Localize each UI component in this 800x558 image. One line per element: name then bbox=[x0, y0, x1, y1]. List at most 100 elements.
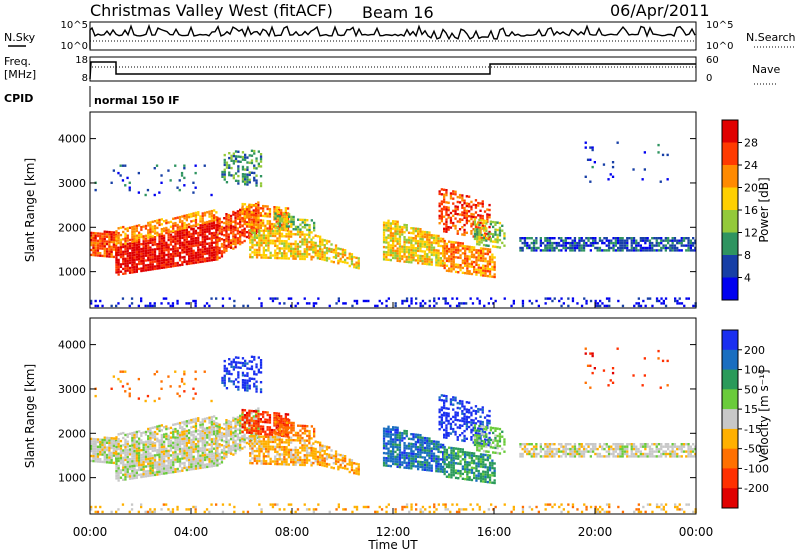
velocity-cell bbox=[186, 440, 188, 442]
power-cell bbox=[285, 235, 287, 237]
power-cell bbox=[394, 255, 396, 257]
power-cell bbox=[622, 237, 624, 239]
power-cell bbox=[216, 239, 218, 241]
power-cell bbox=[479, 300, 481, 302]
power-cell bbox=[606, 249, 608, 251]
power-cell bbox=[290, 248, 292, 250]
power-cell bbox=[158, 224, 160, 226]
power-cell bbox=[549, 297, 551, 299]
power-cell bbox=[279, 220, 281, 222]
power-cell bbox=[248, 237, 250, 239]
power-cell bbox=[390, 225, 392, 227]
power-cell bbox=[674, 244, 676, 246]
velocity-cell bbox=[319, 459, 321, 461]
power-cell bbox=[454, 213, 456, 215]
power-cell bbox=[104, 238, 106, 240]
power-cell bbox=[274, 245, 276, 247]
power-cell bbox=[592, 146, 594, 148]
power-cell bbox=[494, 238, 496, 240]
power-cell bbox=[308, 231, 310, 233]
power-cell bbox=[562, 247, 564, 249]
power-cell bbox=[152, 258, 154, 260]
power-cell bbox=[161, 259, 163, 261]
velocity-cell bbox=[133, 472, 135, 474]
power-cell bbox=[458, 302, 460, 304]
velocity-cell bbox=[206, 432, 208, 434]
power-cell bbox=[478, 257, 480, 259]
power-cell bbox=[615, 240, 617, 242]
velocity-cell bbox=[120, 440, 122, 442]
velocity-cell bbox=[154, 454, 156, 456]
power-cell bbox=[456, 297, 458, 299]
power-cell bbox=[260, 305, 262, 307]
velocity-cell bbox=[156, 438, 158, 440]
power-cell bbox=[587, 159, 589, 161]
power-cell bbox=[248, 206, 250, 208]
power-cell bbox=[426, 243, 428, 245]
power-cell bbox=[455, 249, 457, 251]
power-cell bbox=[692, 237, 694, 239]
power-cell bbox=[468, 205, 470, 207]
velocity-cell bbox=[129, 458, 131, 460]
power-cell bbox=[97, 247, 99, 249]
power-cell bbox=[122, 258, 124, 260]
power-cell bbox=[92, 249, 94, 251]
power-cell bbox=[277, 227, 279, 229]
velocity-cell bbox=[193, 443, 195, 445]
power-cell bbox=[246, 176, 248, 178]
power-cell bbox=[476, 238, 478, 240]
power-cell bbox=[455, 266, 457, 268]
velocity-cell bbox=[183, 467, 185, 469]
velocity-cell bbox=[279, 439, 281, 441]
power-cell bbox=[478, 241, 480, 243]
velocity-cell bbox=[106, 454, 108, 456]
power-cell bbox=[466, 215, 468, 217]
power-cell bbox=[544, 247, 546, 249]
nsky-tick-bottom: 10^0 bbox=[61, 41, 88, 52]
power-cell bbox=[168, 263, 170, 265]
velocity-cell bbox=[254, 460, 256, 462]
power-cell bbox=[147, 189, 149, 191]
velocity-cell bbox=[295, 456, 297, 458]
velocity-cell bbox=[122, 449, 124, 451]
power-cell bbox=[453, 244, 455, 246]
power-cell bbox=[424, 263, 426, 265]
power-cell bbox=[653, 244, 655, 246]
power-cell bbox=[223, 246, 225, 248]
velocity-cell bbox=[213, 438, 215, 440]
power-cell bbox=[223, 244, 225, 246]
velocity-cell bbox=[104, 461, 106, 463]
power-cell bbox=[190, 233, 192, 235]
power-cell bbox=[124, 253, 126, 255]
power-cell bbox=[234, 234, 236, 236]
power-cell bbox=[445, 206, 447, 208]
power-cell bbox=[681, 240, 683, 242]
power-cell bbox=[462, 247, 464, 249]
power-cell bbox=[188, 236, 190, 238]
velocity-cell bbox=[163, 453, 165, 455]
power-cell bbox=[163, 297, 165, 299]
power-cell bbox=[260, 237, 262, 239]
power-cell bbox=[481, 234, 483, 236]
power-cell bbox=[213, 249, 215, 251]
power-cell bbox=[344, 261, 346, 263]
power-cell bbox=[547, 242, 549, 244]
power-cell bbox=[206, 302, 208, 304]
power-cell bbox=[486, 213, 488, 215]
velocity-cell bbox=[225, 424, 227, 426]
velocity-cell bbox=[170, 471, 172, 473]
power-cell bbox=[448, 214, 450, 216]
velocity-cell bbox=[158, 446, 160, 448]
velocity-cell bbox=[267, 450, 269, 452]
velocity-cell bbox=[124, 451, 126, 453]
power-cell bbox=[466, 217, 468, 219]
power-cell bbox=[183, 246, 185, 248]
velocity-cell bbox=[95, 453, 97, 455]
velocity-cell bbox=[301, 437, 303, 439]
power-cell bbox=[494, 224, 496, 226]
velocity-cell bbox=[239, 437, 241, 439]
power-cell bbox=[412, 237, 414, 239]
power-cell bbox=[127, 248, 129, 250]
velocity-cell bbox=[221, 444, 223, 446]
power-cell bbox=[450, 217, 452, 219]
